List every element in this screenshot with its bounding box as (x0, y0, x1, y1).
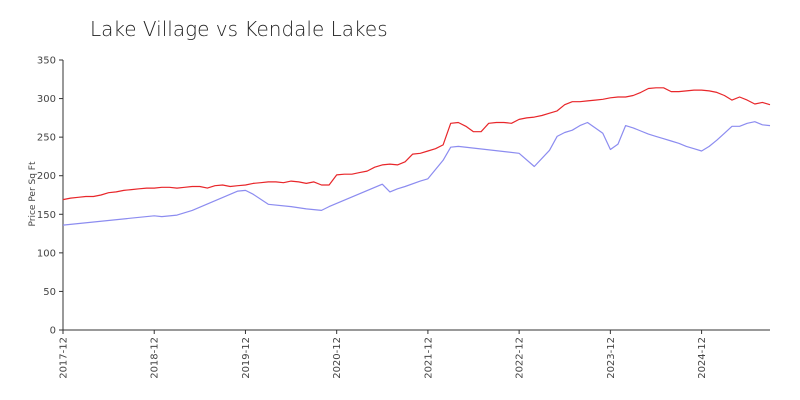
series-line-1 (62, 87, 771, 201)
y-tick-label: 250 (37, 133, 56, 144)
x-axis-ticks: 2017-12 2018-12 2019-12 2020-12 2021-12 2022-… (59, 330, 708, 379)
x-tick-label: 2023-12 (606, 337, 617, 379)
x-tick-label: 2020-12 (332, 337, 343, 379)
x-tick-label: 2022-12 (515, 337, 526, 379)
x-tick-label: 2019-12 (241, 337, 252, 379)
x-tick-label: 2018-12 (150, 337, 161, 379)
y-tick-label: 350 (37, 56, 56, 67)
y-tick-label: 100 (37, 248, 56, 259)
series-group (62, 87, 771, 226)
x-tick-label: 2017-12 (59, 337, 70, 379)
y-tick-label: 300 (37, 94, 56, 105)
y-tick-label: 50 (43, 287, 56, 298)
x-tick-label: 2024-12 (697, 337, 708, 379)
y-axis-ticks: 0 50 100 150 200 250 300 350 (37, 56, 63, 337)
y-tick-label: 0 (50, 326, 56, 337)
y-tick-label: 200 (37, 171, 56, 182)
x-tick-label: 2021-12 (423, 337, 434, 379)
y-tick-label: 150 (37, 210, 56, 221)
chart-title: Lake Village vs Kendale Lakes (90, 17, 388, 41)
y-axis-label: Price Per Sq Ft (28, 161, 38, 226)
series-line-2 (62, 121, 771, 226)
